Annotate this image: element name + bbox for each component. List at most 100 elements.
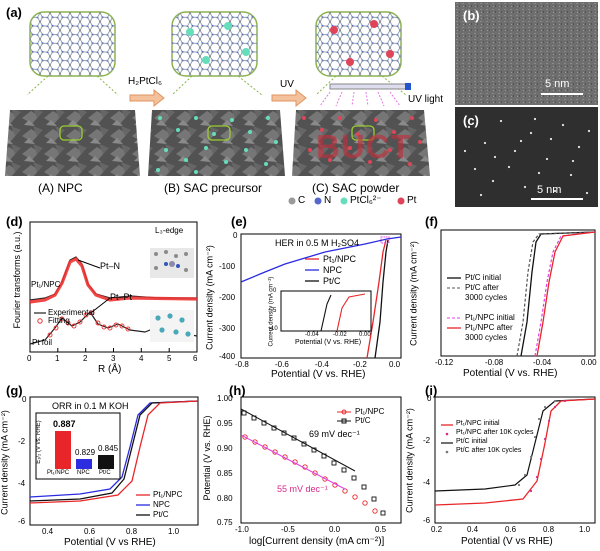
step-caption-sac-precursor: (B) SAC precursor xyxy=(164,181,263,195)
panel-i-xtick: 0.4 xyxy=(467,525,479,534)
panel-c-haadf-image: (c) 5 nm xyxy=(455,107,598,207)
panel-g-xtick: 1.0 xyxy=(168,527,180,536)
panel-h-ytick: 0.95 xyxy=(217,419,233,428)
inset-value-npc: 0.829 xyxy=(75,448,96,457)
panel-e-inset-ytick: 0 xyxy=(273,288,277,294)
panel-i-xtick: 1.0 xyxy=(579,525,591,534)
step-arrow-1 xyxy=(129,88,165,108)
step-arrow-2 xyxy=(271,88,307,108)
panel-i-ylabel: Current density (mA cm⁻²) xyxy=(404,408,415,513)
panel-d-xlabel: R (Å) xyxy=(98,364,122,375)
panel-e-xtick: -0.6 xyxy=(275,360,289,369)
panel-e-xtick: -0.8 xyxy=(235,360,249,369)
panel-g-title: ORR in 0.1 M KOH xyxy=(52,401,129,411)
pt-n-structure-inset xyxy=(150,248,194,278)
panel-i-legend-pt1-initial: Pt₁/NPC initial xyxy=(456,420,500,427)
ptc-her-curve xyxy=(374,239,389,359)
sac-powder-structure-bubble xyxy=(315,11,407,96)
npc-her-curve xyxy=(240,236,402,283)
panel-f-label: (f) xyxy=(425,214,438,229)
pt1-npc-initial-curve xyxy=(534,231,596,357)
panel-g-xtick: 0.8 xyxy=(126,527,138,536)
legend-c-label: C xyxy=(298,195,306,206)
panel-h-ytick: 1.00 xyxy=(217,394,233,403)
panel-e-xtick: -0.4 xyxy=(315,360,329,369)
panel-h-xtick: 0.0 xyxy=(329,525,341,534)
panel-i-xlabel: Potential (V vs RHE) xyxy=(461,536,553,547)
panel-g-plot xyxy=(29,396,199,526)
panel-i-xtick: 0.2 xyxy=(431,525,443,534)
panel-f-xlabel: Potential (V vs. RHE) xyxy=(463,368,558,379)
panel-g-xtick: 0.6 xyxy=(84,527,96,536)
panel-g: (g) ORR in 0.1 M KOH 0.887 0.829 0.845 P… xyxy=(0,381,205,551)
inset-value-ptc: 0.845 xyxy=(98,444,119,453)
panel-e-legend-npc: NPC xyxy=(323,265,343,275)
panel-d-peak-pt-pt: Pt–Pt xyxy=(110,292,133,302)
panel-h-xtick: -0.5 xyxy=(281,525,295,534)
panel-h-label: (h) xyxy=(229,383,246,398)
panel-g-ytick: -4 xyxy=(18,479,26,488)
panel-i-legend-pt1-after: Pt₁/NPC after 10K cycles xyxy=(456,429,534,436)
ptc-orr-curve xyxy=(29,400,199,502)
panel-g-xlabel: Potential (V vs RHE) xyxy=(64,537,156,548)
panel-g-ytick: -6 xyxy=(18,517,26,526)
panel-h-xtick: -1.0 xyxy=(235,525,249,534)
arrow-1-reagent: H₂PtCl₆ xyxy=(128,76,163,87)
panel-g-xtick: 0.4 xyxy=(42,527,54,536)
panel-g-ylabel: Current density (mA cm⁻²) xyxy=(0,410,10,515)
panel-i-ytick: 0 xyxy=(427,394,432,403)
pt1-npc-tafel-markers xyxy=(242,434,378,514)
panel-d-xtick: 4 xyxy=(139,354,144,363)
panel-f-xtick: -0.04 xyxy=(533,358,552,367)
sac-precursor-structure-bubble xyxy=(171,11,263,96)
panel-f-legend-ptc-initial: Pt/C initial xyxy=(465,273,502,282)
sac-precursor-block xyxy=(148,110,285,176)
panel-e-xtick: 0.0 xyxy=(389,360,401,369)
uv-light-label: UV light xyxy=(408,94,444,105)
panel-i-ytick: -6 xyxy=(423,516,431,525)
panel-f-xtick: -0.12 xyxy=(435,358,454,367)
panel-e-ytick: -200 xyxy=(219,293,236,302)
npc-orr-curve xyxy=(29,400,199,498)
panel-f-legend-ptc-after: Pt/C after xyxy=(465,283,499,292)
pt-foil-fit-markers xyxy=(47,310,131,338)
panel-d-xtick: 6 xyxy=(193,354,198,363)
inset-name-npc: NPC xyxy=(77,470,90,476)
panel-g-legend-ptc: Pt/C xyxy=(153,510,169,519)
panel-g-legend-pt1-npc: Pt₁/NPC xyxy=(153,490,183,499)
ptc-initial-orr-curve xyxy=(434,398,596,492)
panel-f-ylabel: Current density (mA cm⁻²) xyxy=(408,241,419,346)
panel-e: (e) HER in 0.5 M H₂SO4 Pt₁/NPC NPC Pt/C … xyxy=(205,212,405,382)
arrow-2-label: UV xyxy=(280,79,294,90)
panel-d-xtick: 2 xyxy=(83,354,88,363)
panel-f-plot xyxy=(440,229,596,357)
panel-b-label: (b) xyxy=(463,8,480,23)
panel-h-ytick: 0.75 xyxy=(217,518,233,527)
inset-bar-ptc xyxy=(98,455,114,469)
panel-i-legend-ptc-after: Pt/C after 10K cycles xyxy=(456,447,522,454)
pt1-npc-after-markers xyxy=(529,399,567,493)
panel-i-ytick: -2 xyxy=(423,436,431,445)
panel-e-ytick: -400 xyxy=(219,352,236,361)
uv-lamp xyxy=(319,83,411,107)
step-caption-sac-powder: (C) SAC powder xyxy=(312,181,400,195)
panel-i-xtick: 0.6 xyxy=(505,525,517,534)
legend-pt-label: Pt xyxy=(407,195,417,206)
panel-h-legend-ptc: Pt/C xyxy=(355,416,371,425)
panel-e-inset xyxy=(280,290,372,332)
panel-a: (a) xyxy=(0,0,452,210)
panel-f-legend-pt1-initial: Pt₁/NPC initial xyxy=(465,313,515,322)
tem-texture xyxy=(455,2,598,105)
panel-i-ytick: -4 xyxy=(423,478,431,487)
panel-h-plot xyxy=(240,396,402,524)
panel-a-label: (a) xyxy=(6,5,22,20)
panel-e-label: (e) xyxy=(231,214,247,229)
haadf-texture xyxy=(455,107,598,207)
panel-e-ylabel: Current density (mA cm⁻²) xyxy=(204,245,215,350)
panel-d-xtick: 1 xyxy=(55,354,60,363)
panel-f-xtick: -0.08 xyxy=(485,358,504,367)
panel-d-label: (d) xyxy=(6,214,23,229)
panel-h-slope-ptc: 69 mV dec⁻¹ xyxy=(309,429,360,439)
pt1-npc-fit-curve xyxy=(29,257,198,304)
sac-powder-block xyxy=(292,110,430,176)
